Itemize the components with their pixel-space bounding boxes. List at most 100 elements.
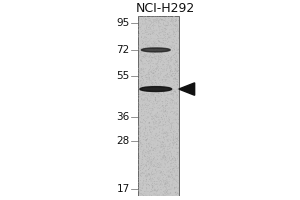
Point	[172, 20, 177, 23]
Point	[164, 79, 168, 82]
Point	[162, 180, 167, 183]
Point	[176, 159, 181, 163]
Point	[144, 186, 148, 189]
Point	[159, 91, 164, 94]
Point	[140, 81, 145, 84]
Point	[160, 68, 165, 71]
Point	[155, 176, 160, 180]
Point	[176, 138, 181, 141]
Point	[173, 76, 178, 80]
Point	[156, 124, 161, 128]
Point	[153, 189, 158, 193]
Point	[156, 37, 161, 40]
Point	[161, 91, 166, 94]
Point	[139, 108, 144, 111]
Point	[147, 103, 152, 106]
Point	[169, 104, 173, 107]
Point	[158, 53, 163, 56]
Point	[154, 103, 159, 106]
Point	[174, 192, 179, 195]
Point	[154, 132, 158, 135]
Point	[168, 45, 173, 49]
Point	[168, 171, 173, 174]
Point	[144, 104, 149, 107]
Point	[164, 155, 169, 158]
Point	[165, 185, 170, 188]
Point	[161, 91, 166, 94]
Point	[175, 60, 179, 63]
Point	[136, 149, 141, 153]
Point	[158, 140, 163, 143]
Point	[176, 136, 180, 140]
Point	[139, 67, 144, 70]
Point	[164, 30, 169, 33]
Point	[154, 61, 158, 65]
Point	[169, 25, 173, 28]
Point	[148, 45, 153, 48]
Point	[164, 87, 168, 91]
Point	[140, 143, 145, 146]
Point	[168, 165, 173, 168]
Point	[165, 169, 170, 173]
Point	[165, 82, 170, 85]
Point	[164, 63, 169, 66]
Point	[161, 157, 166, 160]
Point	[149, 112, 154, 115]
Point	[172, 90, 177, 93]
Point	[144, 93, 149, 97]
Point	[158, 119, 163, 122]
Point	[156, 43, 161, 46]
Point	[166, 93, 171, 96]
Point	[174, 71, 179, 74]
Point	[139, 69, 144, 72]
Point	[146, 163, 151, 166]
Point	[158, 23, 163, 26]
Point	[146, 108, 151, 111]
Point	[138, 58, 143, 61]
Point	[160, 176, 165, 180]
Point	[168, 139, 173, 142]
Point	[164, 68, 169, 71]
Point	[161, 132, 166, 135]
Point	[144, 99, 149, 103]
Point	[168, 131, 173, 134]
Point	[174, 112, 179, 115]
Point	[136, 92, 141, 95]
Point	[156, 40, 161, 43]
Point	[158, 176, 162, 180]
Point	[161, 81, 166, 85]
Point	[155, 73, 160, 76]
Point	[141, 78, 146, 81]
Point	[158, 54, 163, 57]
Point	[146, 49, 150, 52]
Point	[147, 157, 152, 160]
Point	[146, 77, 150, 80]
Point	[169, 144, 173, 147]
Point	[163, 79, 168, 82]
Point	[175, 27, 180, 31]
Point	[163, 110, 168, 113]
Point	[160, 168, 165, 171]
Point	[154, 126, 159, 129]
Point	[155, 143, 160, 146]
Point	[152, 168, 157, 171]
Point	[167, 28, 172, 32]
Point	[160, 64, 165, 67]
Point	[136, 67, 141, 70]
Point	[175, 191, 180, 194]
Point	[169, 136, 174, 139]
Point	[147, 85, 152, 89]
Point	[164, 36, 168, 39]
Point	[163, 139, 167, 143]
Point	[155, 164, 160, 167]
Point	[146, 156, 151, 159]
Point	[146, 146, 151, 149]
Point	[139, 18, 143, 21]
Point	[143, 101, 148, 104]
Point	[139, 60, 144, 63]
Point	[173, 59, 178, 63]
Point	[147, 141, 152, 144]
Point	[166, 54, 171, 57]
Point	[164, 104, 169, 107]
Point	[163, 151, 167, 154]
